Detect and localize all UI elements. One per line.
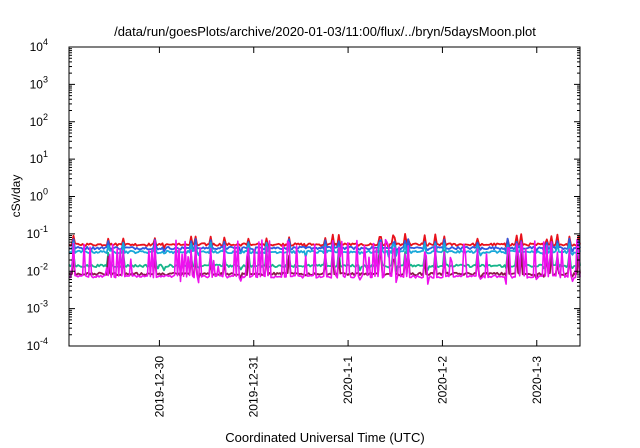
x-tick-label: 2020-1-1 [341,356,355,404]
y-tick-label: 104 [30,37,48,54]
y-tick-label: 103 [30,74,48,91]
y-axis: 10-4 10-3 10-2 10-1 100 101 102 103 104 [27,37,580,353]
plot-frame [68,46,581,347]
chart-title: /data/run/goesPlots/archive/2020-01-03/1… [114,24,536,39]
x-axis: 2019-12-30 2019-12-31 2020-1-1 2020-1-2 2020… [152,47,544,418]
y-tick-label: 101 [30,149,48,166]
y-tick-label: 102 [30,112,48,129]
y-axis-label: cSv/day [9,175,23,218]
x-tick-label: 2019-12-31 [247,356,261,418]
series-layer [68,232,581,285]
x-tick-label: 2020-1-2 [435,356,449,404]
x-tick-label: 2020-1-3 [530,356,544,404]
y-tick-label: 10-1 [27,224,48,241]
x-tick-label: 2019-12-30 [152,356,166,418]
series-line [68,238,581,285]
y-tick-label: 10-3 [27,299,48,316]
y-tick-label: 10-2 [27,261,48,278]
y-tick-label: 10-4 [27,336,48,353]
x-axis-label: Coordinated Universal Time (UTC) [225,430,424,445]
y-tick-label: 100 [30,187,48,204]
